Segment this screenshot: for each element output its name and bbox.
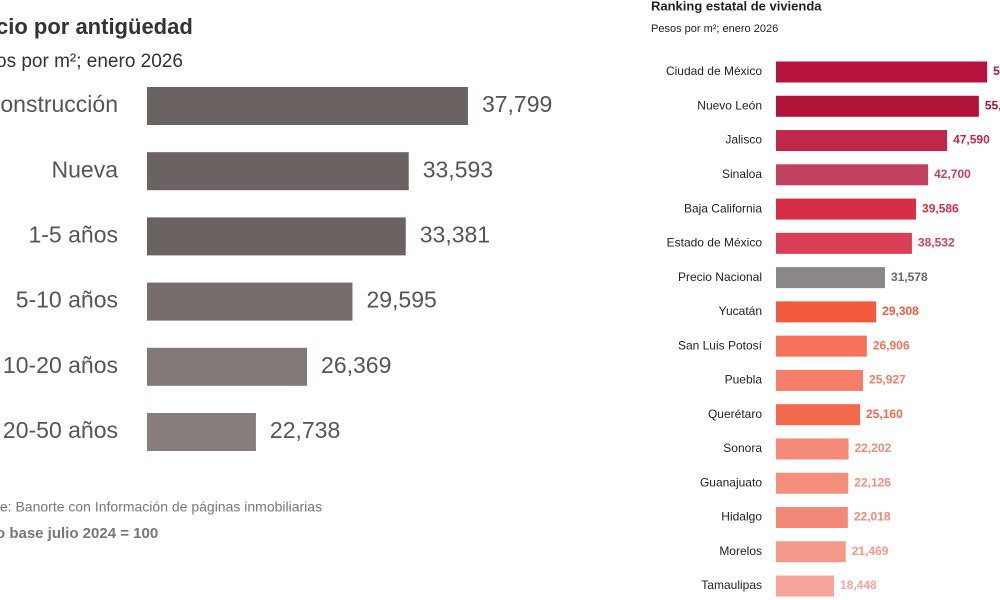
- value-label: 22,126: [854, 475, 891, 489]
- chart-subtitle: os por m²; enero 2026: [0, 51, 183, 72]
- chart-title: Ranking estatal de vivienda: [651, 0, 822, 13]
- bar: [147, 87, 468, 125]
- bar: [776, 232, 912, 254]
- base-note: o base julio 2024 = 100: [0, 525, 158, 542]
- bar: [776, 61, 988, 83]
- bar: [147, 282, 353, 321]
- bar: [147, 217, 406, 256]
- category-label: onstrucción: [0, 91, 118, 117]
- value-label: 22,202: [855, 441, 892, 455]
- source-note: te: Banorte con Información de páginas i…: [0, 499, 322, 515]
- category-label: Tamaulipas: [701, 578, 762, 592]
- value-label: 18,448: [840, 578, 877, 592]
- value-label: 25,160: [866, 407, 903, 421]
- category-label: Hidalgo: [721, 510, 762, 524]
- bar: [147, 152, 409, 191]
- value-label: 33,381: [420, 221, 490, 247]
- value-label: 37,799: [482, 91, 552, 117]
- category-label: 10-20 años: [3, 352, 118, 378]
- value-label: 26,369: [321, 352, 391, 378]
- value-label: 22,738: [270, 417, 340, 443]
- category-label: Guanajuato: [700, 475, 762, 489]
- category-label: Jalisco: [725, 133, 762, 147]
- category-label: Yucatán: [719, 304, 762, 318]
- category-label: Puebla: [725, 373, 763, 387]
- value-label: 21,469: [852, 544, 889, 558]
- bar: [776, 404, 861, 426]
- category-label: Sinaloa: [722, 167, 762, 181]
- bar: [776, 301, 877, 323]
- chart-subtitle: Pesos por m²; enero 2026: [651, 23, 778, 35]
- value-label: 29,308: [882, 304, 919, 318]
- category-label: Precio Nacional: [678, 270, 762, 284]
- value-label: 55,779: [985, 98, 1000, 112]
- category-label: San Luis Potosí: [678, 338, 763, 352]
- value-label: 57,920: [993, 64, 1000, 78]
- category-label: Ciudad de México: [666, 64, 762, 78]
- bar: [776, 198, 917, 220]
- value-label: 26,906: [873, 338, 910, 352]
- bar: [776, 164, 929, 186]
- bar: [776, 575, 835, 597]
- category-label: 1-5 años: [28, 221, 118, 247]
- category-label: Querétaro: [708, 407, 762, 421]
- bar: [147, 413, 256, 451]
- value-label: 42,700: [934, 167, 971, 181]
- value-label: 47,590: [953, 133, 990, 147]
- category-label: Morelos: [719, 544, 762, 558]
- category-label: Sonora: [723, 441, 762, 455]
- category-label: Baja California: [684, 201, 762, 215]
- bar: [776, 95, 979, 117]
- chart-title: cio por antigüedad: [0, 14, 193, 39]
- category-label: 20-50 años: [3, 417, 118, 443]
- bar: [147, 347, 308, 386]
- bar: [776, 438, 849, 460]
- bar: [776, 507, 848, 529]
- category-label: Nueva: [52, 156, 119, 182]
- bar: [776, 541, 846, 563]
- bar: [776, 130, 948, 152]
- bar: [776, 267, 885, 289]
- value-label: 39,586: [922, 201, 959, 215]
- bar: [776, 369, 864, 391]
- value-label: 38,532: [918, 236, 955, 250]
- value-label: 22,018: [854, 510, 891, 524]
- value-label: 33,593: [423, 156, 493, 182]
- value-label: 25,927: [869, 373, 906, 387]
- category-label: Nuevo León: [697, 98, 762, 112]
- bar: [776, 335, 867, 357]
- bar: [776, 472, 849, 494]
- value-label: 31,578: [891, 270, 928, 284]
- value-label: 29,595: [366, 287, 436, 313]
- category-label: Estado de México: [667, 236, 763, 250]
- category-label: 5-10 años: [16, 287, 118, 313]
